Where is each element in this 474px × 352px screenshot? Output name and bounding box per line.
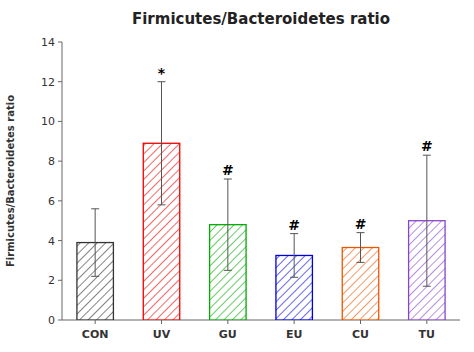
title: Firmicutes/Bacteroidetes ratio [132, 10, 390, 28]
error-bar [423, 155, 431, 286]
x-tick-label: TU [419, 328, 435, 341]
x-tick-label: EU [286, 328, 302, 341]
annotation: # [355, 216, 367, 232]
x-tick [227, 320, 228, 324]
x-tick [360, 320, 361, 324]
x-tick [426, 320, 427, 324]
annotation: # [288, 217, 300, 233]
y-tick-label: 10 [41, 115, 55, 128]
y-tick-label: 2 [48, 274, 55, 287]
y-axis-line [62, 42, 63, 320]
y-tick [58, 81, 62, 82]
labels: * # # # # [158, 65, 433, 233]
x-axis-line [62, 320, 460, 321]
error-bar [158, 82, 166, 205]
error-bar [290, 234, 298, 278]
plot-area [77, 82, 445, 320]
annotation: * [158, 65, 166, 81]
chart: Firmicutes/Bacteroidetes ratio Firmicutes… [0, 0, 474, 352]
x-tick [161, 320, 162, 324]
y-axis: 0 2 4 6 8 10 12 14 CON UV GU EU CU TU [41, 36, 460, 341]
y-tick-label: 4 [48, 235, 55, 248]
y-tick-label: 8 [48, 155, 55, 168]
y-tick [58, 161, 62, 162]
y-tick-label: 6 [48, 195, 55, 208]
x-tick [294, 320, 295, 324]
y-axis-label: Firmicutes/Bacteroidetes ratio [5, 95, 16, 267]
x-tick-label: CON [82, 328, 109, 341]
x-tick-label: UV [153, 328, 171, 341]
y-tick [58, 240, 62, 241]
y-tick-label: 12 [41, 76, 55, 89]
chart-container: Firmicutes/Bacteroidetes ratio Firmicutes… [0, 0, 474, 352]
error-bar [357, 233, 365, 263]
y-tick [58, 320, 62, 321]
y-tick [58, 42, 62, 43]
annotation: # [421, 138, 433, 154]
x-tick-label: GU [219, 328, 237, 341]
annotation: # [222, 162, 234, 178]
y-tick [58, 121, 62, 122]
x-tick [95, 320, 96, 324]
x-tick-label: CU [352, 328, 369, 341]
y-tick-label: 14 [41, 36, 55, 49]
y-tick [58, 280, 62, 281]
y-tick [58, 200, 62, 201]
error-bar [91, 209, 99, 277]
error-bar [224, 179, 232, 270]
y-tick-label: 0 [48, 314, 55, 327]
